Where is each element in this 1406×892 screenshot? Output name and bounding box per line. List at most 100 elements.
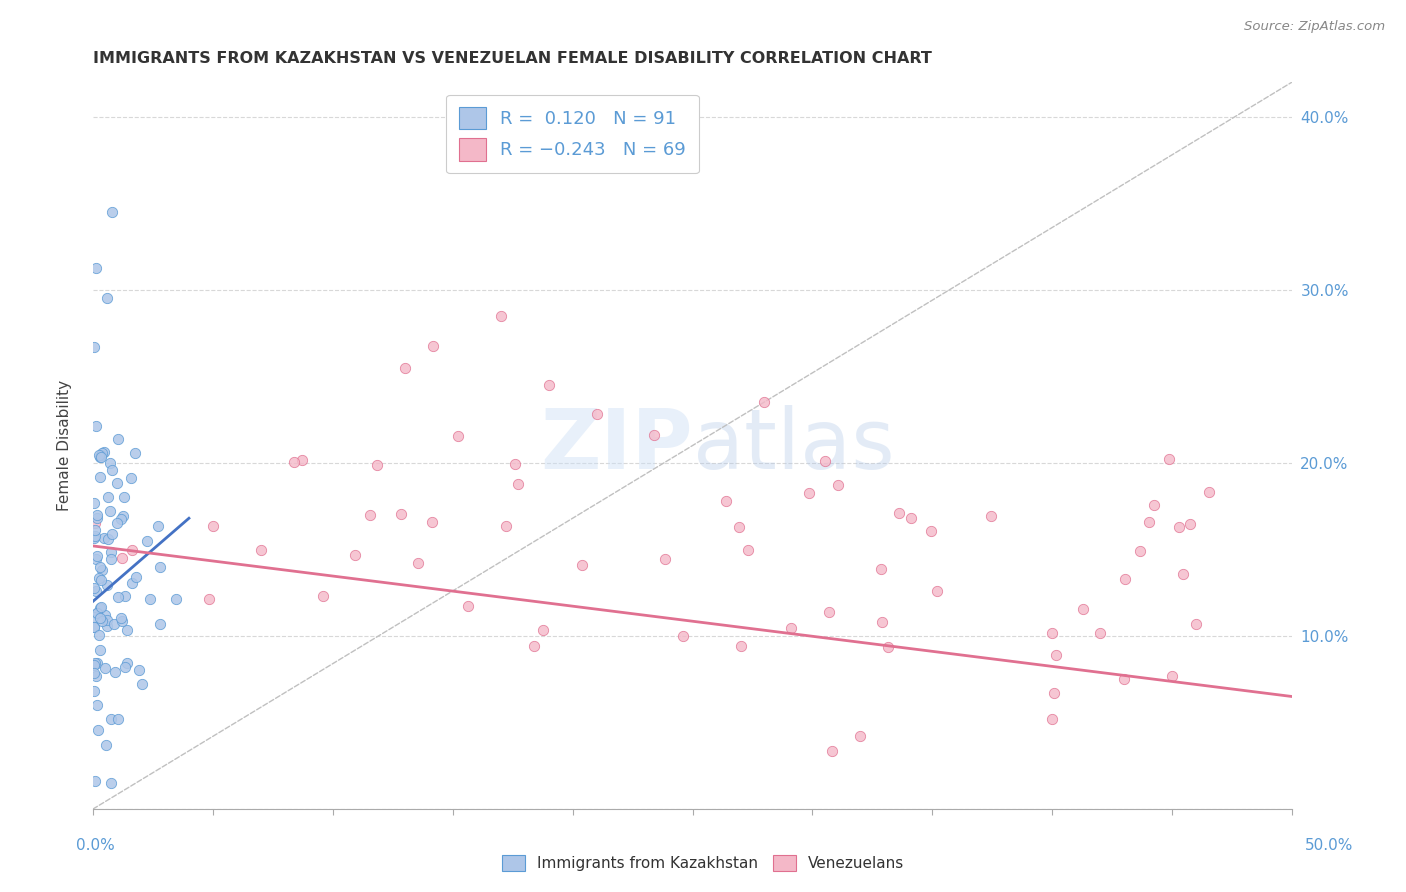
Point [1185, 616, 1208, 631]
Point [1178, 517, 1201, 532]
Point [84, 516, 107, 531]
Point [89, 643, 111, 657]
Point [90, 563, 112, 577]
Point [91, 446, 114, 460]
Point [1071, 602, 1094, 616]
Point [121, 543, 143, 558]
Point [654, 552, 676, 566]
Point [100, 552, 122, 566]
Point [90, 599, 112, 614]
Y-axis label: Female Disability: Female Disability [58, 380, 72, 511]
Text: IMMIGRANTS FROM KAZAKHSTAN VS VENEZUELAN FEMALE DISABILITY CORRELATION CHART: IMMIGRANTS FROM KAZAKHSTAN VS VENEZUELAN… [93, 51, 932, 66]
Point [447, 429, 470, 443]
Point [84, 551, 107, 566]
Point [89, 450, 111, 464]
Point [86, 508, 108, 522]
Point [121, 576, 143, 591]
Point [797, 486, 820, 500]
Point [821, 744, 844, 758]
Point [754, 395, 776, 409]
Point [900, 510, 922, 524]
Point [83, 658, 105, 673]
Point [94, 661, 117, 675]
Point [1129, 543, 1152, 558]
Point [101, 463, 124, 477]
Point [870, 562, 893, 576]
Point [128, 663, 150, 677]
Point [489, 309, 512, 323]
Point [1143, 498, 1166, 512]
Point [87, 448, 110, 462]
Point [291, 452, 314, 467]
Point [83, 620, 105, 634]
Point [877, 640, 900, 654]
Point [96, 619, 118, 633]
Point [1168, 520, 1191, 534]
Point [111, 614, 134, 628]
Text: 50.0%: 50.0% [1305, 838, 1353, 853]
Point [114, 659, 136, 673]
Point [457, 599, 479, 613]
Point [96, 292, 118, 306]
Point [737, 543, 759, 558]
Point [86, 698, 108, 712]
Point [537, 378, 560, 392]
Point [94, 738, 117, 752]
Point [84, 529, 107, 543]
Point [980, 508, 1002, 523]
Point [250, 543, 273, 558]
Point [114, 589, 136, 603]
Point [105, 516, 128, 531]
Text: ZIP: ZIP [540, 405, 693, 486]
Point [107, 712, 129, 726]
Point [1114, 672, 1136, 686]
Point [149, 616, 172, 631]
Point [727, 520, 749, 534]
Point [1043, 685, 1066, 699]
Point [1088, 625, 1111, 640]
Point [101, 205, 124, 219]
Point [100, 526, 122, 541]
Point [571, 558, 593, 573]
Point [120, 471, 142, 485]
Point [585, 408, 607, 422]
Point [394, 360, 416, 375]
Point [86, 723, 108, 738]
Point [125, 570, 148, 584]
Legend: R =  0.120   N = 91, R = −0.243   N = 69: R = 0.120 N = 91, R = −0.243 N = 69 [446, 95, 699, 173]
Point [84, 419, 107, 434]
Point [1040, 712, 1063, 726]
Point [107, 590, 129, 604]
Point [818, 606, 841, 620]
Point [96, 578, 118, 592]
Point [97, 533, 120, 547]
Point [104, 665, 127, 680]
Point [149, 560, 172, 574]
Point [90, 573, 112, 587]
Point [283, 455, 305, 469]
Point [1161, 669, 1184, 683]
Point [814, 453, 837, 467]
Legend: Immigrants from Kazakhstan, Venezuelans: Immigrants from Kazakhstan, Venezuelans [495, 849, 911, 877]
Point [1040, 626, 1063, 640]
Point [146, 519, 169, 533]
Point [96, 613, 118, 627]
Point [83, 531, 105, 545]
Point [1171, 567, 1194, 582]
Point [83, 656, 105, 670]
Point [89, 560, 111, 574]
Point [131, 677, 153, 691]
Point [84, 774, 107, 789]
Text: Source: ZipAtlas.com: Source: ZipAtlas.com [1244, 20, 1385, 33]
Point [89, 470, 111, 484]
Point [93, 532, 115, 546]
Point [93, 608, 115, 623]
Text: 0.0%: 0.0% [76, 838, 115, 853]
Point [849, 729, 872, 743]
Point [135, 533, 157, 548]
Point [84, 583, 107, 598]
Point [531, 623, 554, 637]
Point [86, 657, 108, 671]
Point [165, 591, 187, 606]
Point [1198, 485, 1220, 500]
